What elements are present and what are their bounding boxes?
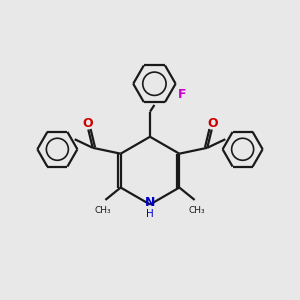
Text: H: H (146, 209, 154, 219)
Text: CH₃: CH₃ (95, 206, 111, 215)
Text: CH₃: CH₃ (189, 206, 205, 215)
Text: O: O (207, 117, 217, 130)
Text: F: F (178, 88, 187, 101)
Text: O: O (82, 117, 93, 130)
Text: N: N (145, 196, 155, 209)
